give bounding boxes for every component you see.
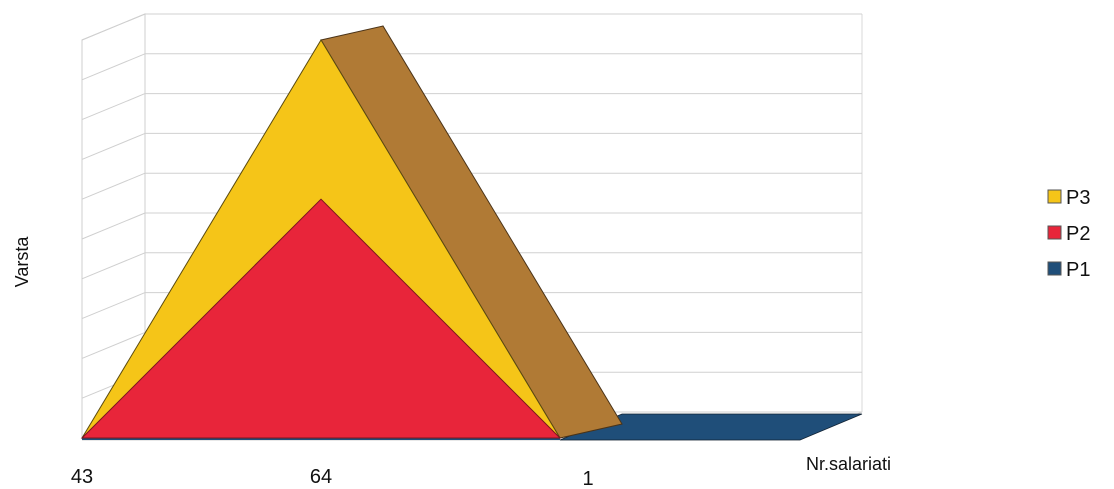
gridline-side [81,252,146,280]
legend-swatch-p3 [1047,189,1062,204]
x-tick-label: 1 [582,468,593,489]
legend-label-p3: P3 [1066,187,1090,209]
legend-swatch-p1 [1047,261,1062,276]
legend-item-p1: P1 [1047,259,1090,281]
gridline-side [81,93,146,121]
legend-item-p3: P3 [1047,187,1090,209]
y-axis-title: Varsta [12,236,32,288]
gridline-side [81,172,146,200]
gridline-side [81,331,146,359]
gridline-side [81,53,146,81]
area-p2 [80,198,562,439]
gridline-side [81,132,146,160]
x-tick-label: 64 [310,466,332,488]
legend: P3 P2 P1 [1047,187,1090,281]
gridline-side [81,13,146,41]
legend-item-p2: P2 [1047,223,1090,245]
x-tick-labels: 43 64 1 [71,466,594,489]
x-tick-label: 43 [71,466,93,488]
gridline-side [81,212,146,240]
legend-label-p2: P2 [1066,223,1090,245]
x-axis-title: Nr.salariati [806,454,891,474]
series-layer [80,25,863,441]
legend-label-p1: P1 [1066,259,1090,281]
legend-swatch-p2 [1047,225,1062,240]
gridline-side [81,292,146,320]
